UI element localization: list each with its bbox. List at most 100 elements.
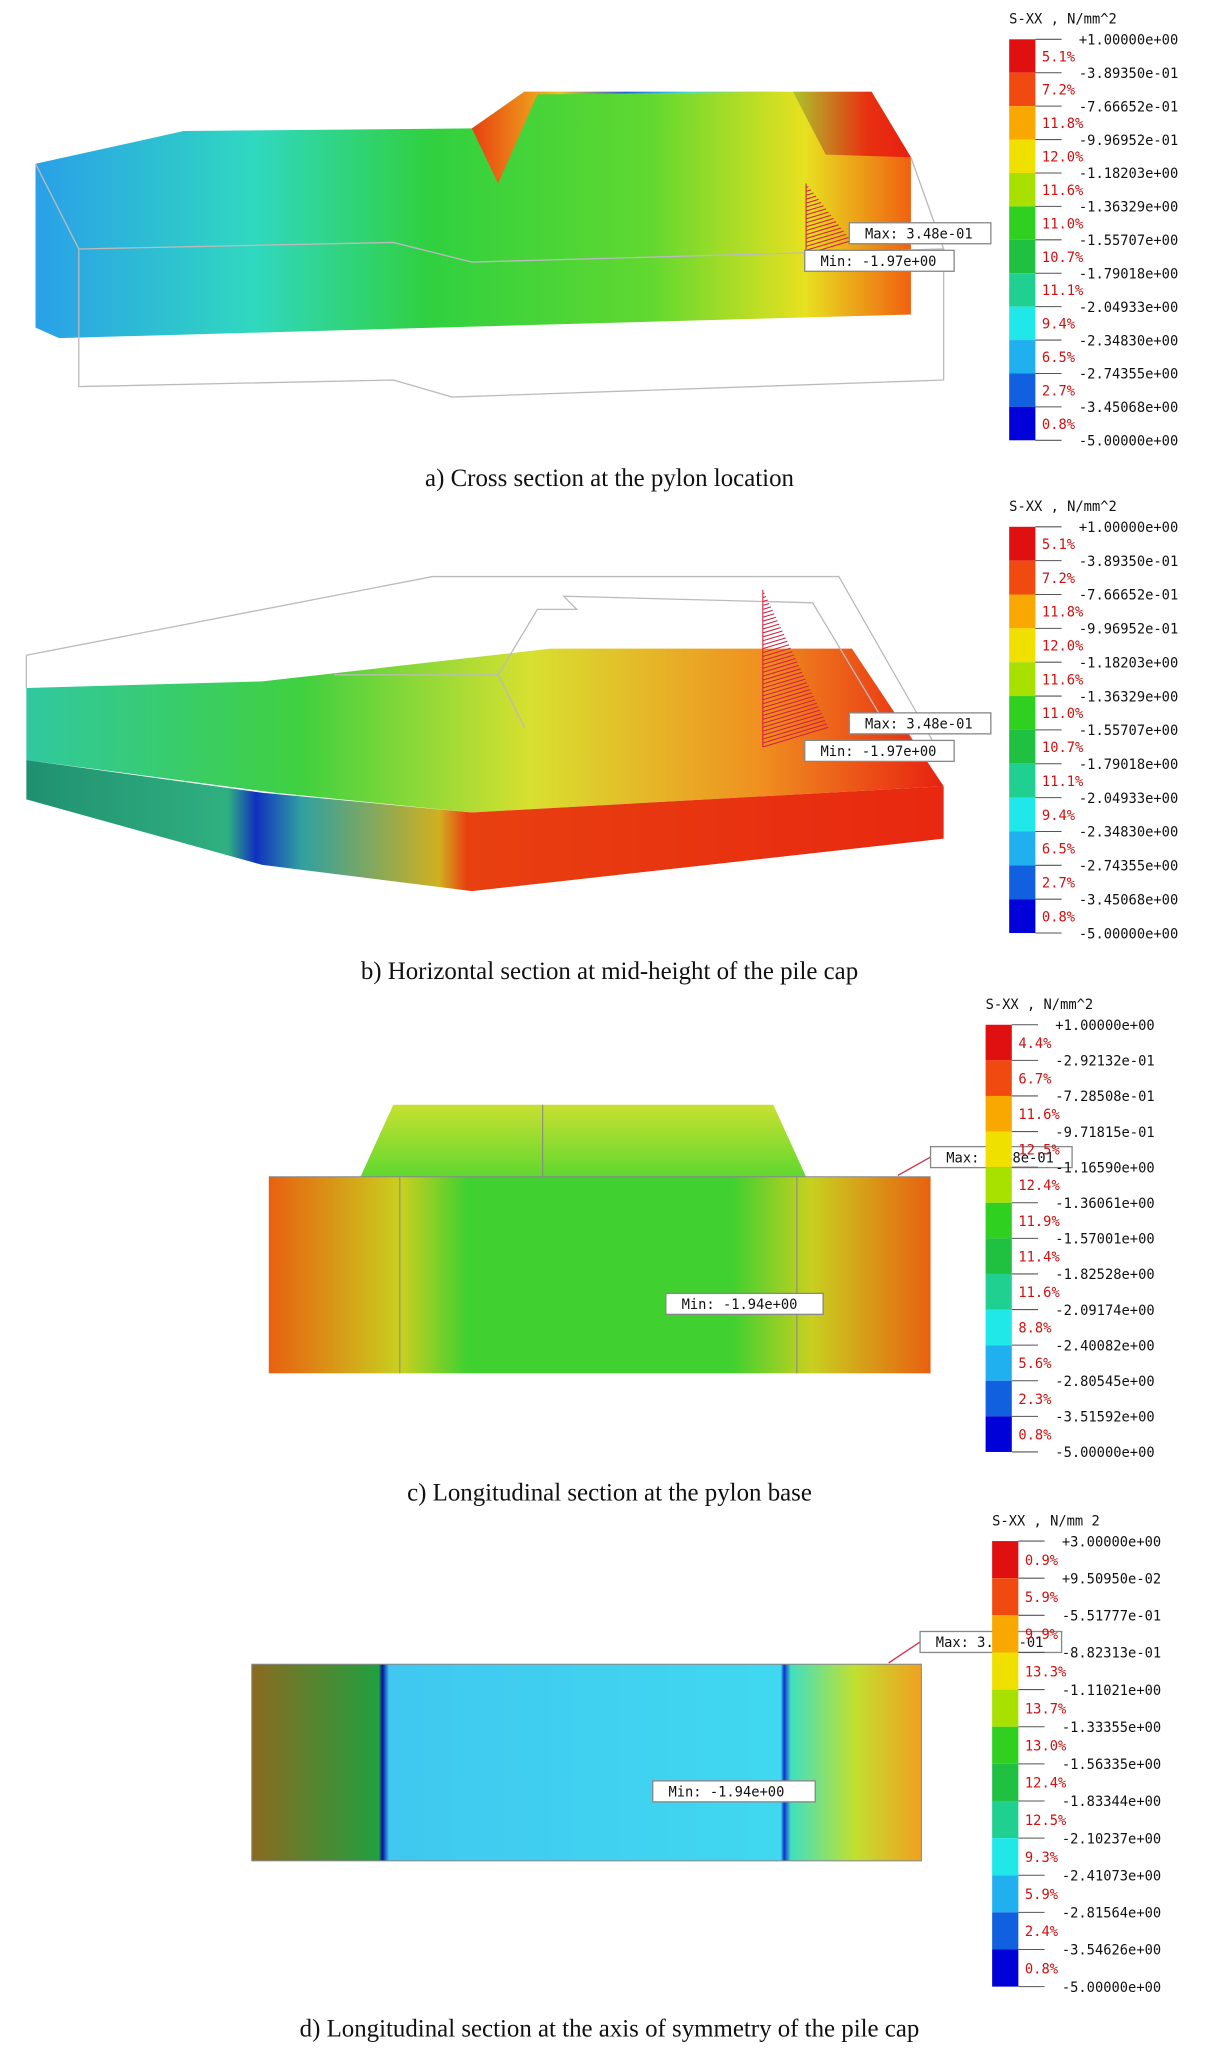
- hatch-line: [762, 661, 798, 673]
- hatch-line: [762, 682, 808, 697]
- legends: S-XX , N/mm^2 5.1% 7.2% 11.8% 12.0% 11.6% 11.0…: [985, 12, 1178, 1996]
- legend-band: [1009, 306, 1036, 341]
- hatch-line: [762, 668, 801, 681]
- legend-percent: 11.4%: [1018, 1249, 1060, 1265]
- legend-level: -2.10237e+00: [1062, 1831, 1161, 1847]
- legend-band: [1009, 373, 1036, 407]
- legend-level: -1.55707e+00: [1079, 233, 1178, 249]
- legend-percent: 11.6%: [1042, 672, 1084, 688]
- legend-band: [1009, 729, 1036, 764]
- legend-band: [1009, 628, 1036, 663]
- legend-level: -9.96952e-01: [1079, 133, 1178, 149]
- leader: [888, 1641, 921, 1664]
- hatch-line: [762, 723, 827, 744]
- legend-level: -9.96952e-01: [1079, 622, 1178, 638]
- legend-level: -1.56335e+00: [1062, 1757, 1161, 1773]
- leader: [897, 1156, 931, 1177]
- hatch-line: [805, 211, 829, 220]
- legend-percent: 13.7%: [1025, 1701, 1067, 1717]
- hatch-line: [762, 599, 768, 602]
- legend-level: -2.04933e+00: [1079, 791, 1178, 807]
- legend-level: +1.00000e+00: [1055, 1018, 1154, 1034]
- model-top: [26, 648, 944, 813]
- legend-band: [1009, 273, 1036, 307]
- legend-level: -1.36329e+00: [1079, 689, 1178, 705]
- legend-percent: 7.2%: [1042, 83, 1076, 99]
- max-box: [848, 712, 992, 735]
- legend-band: [1009, 831, 1036, 866]
- legend-level: -1.16590e+00: [1055, 1160, 1154, 1176]
- legend-band: [992, 1912, 1019, 1950]
- legend-band: [1009, 865, 1036, 900]
- min-box: [804, 739, 955, 763]
- legend-band: [985, 1167, 1012, 1203]
- legend-level: -5.00000e+00: [1055, 1445, 1154, 1461]
- min-label: Min: -1.94e+00: [668, 1785, 784, 1801]
- hatch-line: [762, 647, 791, 658]
- legend-level: -1.18203e+00: [1079, 655, 1178, 671]
- legend-band: [985, 1345, 1012, 1381]
- legend-level: -2.40082e+00: [1055, 1338, 1154, 1354]
- legend-level: -5.00000e+00: [1062, 1980, 1161, 1996]
- legend-title: S-XX , N/mm^2: [1009, 499, 1117, 515]
- legend-level: -3.45068e+00: [1079, 400, 1178, 416]
- legend-percent: 12.0%: [1042, 639, 1084, 655]
- legend-percent: 12.0%: [1042, 150, 1084, 166]
- legend-band: [1009, 172, 1036, 207]
- legend-level: -2.81564e+00: [1062, 1906, 1161, 1922]
- legend-band: [992, 1615, 1019, 1653]
- legend-band: [985, 1309, 1012, 1346]
- legend-percent: 10.7%: [1042, 250, 1084, 266]
- caption: b) Horizontal section at mid-height of t…: [361, 958, 858, 985]
- legend-percent: 6.5%: [1042, 350, 1076, 366]
- min-box: [804, 249, 955, 272]
- wireframe: [26, 575, 945, 761]
- legend-level: -2.34830e+00: [1079, 333, 1178, 349]
- hatch-line: [762, 671, 803, 685]
- legend-level: -2.92132e-01: [1055, 1054, 1154, 1070]
- legend-band: [992, 1541, 1019, 1579]
- legend-band: [1009, 594, 1036, 629]
- legend-level: -5.00000e+00: [1079, 434, 1178, 450]
- hatch-line: [762, 609, 773, 614]
- max-box: [919, 1630, 1063, 1654]
- legend-band: [985, 1380, 1012, 1417]
- legend-title: S-XX , N/mm^2: [1009, 12, 1117, 28]
- legend-level: -9.71815e-01: [1055, 1125, 1154, 1141]
- hatch-line: [762, 688, 811, 705]
- legend-percent: 12.4%: [1018, 1178, 1060, 1194]
- hatch-line: [762, 623, 780, 630]
- hatch-line: [762, 685, 809, 701]
- legend-percent: 5.1%: [1042, 49, 1076, 65]
- legend-band: [985, 1095, 1012, 1132]
- legend-percent: 5.9%: [1025, 1590, 1059, 1606]
- legend-percent: 12.5%: [1018, 1143, 1060, 1159]
- legend-percent: 0.8%: [1042, 417, 1076, 433]
- legend-level: -1.55707e+00: [1079, 723, 1178, 739]
- hatch-line: [805, 208, 827, 216]
- legend-percent: 2.7%: [1042, 383, 1076, 399]
- hatch-line: [762, 637, 786, 646]
- legend-level: -2.04933e+00: [1079, 300, 1178, 316]
- legend-band: [992, 1838, 1019, 1876]
- legend-band: [1009, 239, 1036, 274]
- legend-band: [985, 1024, 1012, 1061]
- hatch-line: [762, 596, 767, 599]
- legend-band: [1009, 72, 1036, 107]
- legend-percent: 11.6%: [1018, 1285, 1060, 1301]
- legend-band: [985, 1273, 1012, 1310]
- hatch-line: [805, 205, 824, 212]
- legend-percent: 12.5%: [1025, 1813, 1067, 1829]
- legend-percent: 0.8%: [1025, 1961, 1059, 1977]
- legend-percent: 7.2%: [1042, 571, 1076, 587]
- panel-a: Max: 3.48e-01 Min: -1.97e+00 a) Cross se…: [34, 91, 992, 492]
- hatch-line: [762, 713, 822, 732]
- min-box: [665, 1292, 824, 1316]
- min-box: [652, 1780, 816, 1803]
- hatch-line: [762, 716, 824, 736]
- legend-level: -2.74355e+00: [1079, 367, 1178, 383]
- legend-level: -2.34830e+00: [1079, 825, 1178, 841]
- legend-level: -1.79018e+00: [1079, 266, 1178, 282]
- legend-level: -1.18203e+00: [1079, 166, 1178, 182]
